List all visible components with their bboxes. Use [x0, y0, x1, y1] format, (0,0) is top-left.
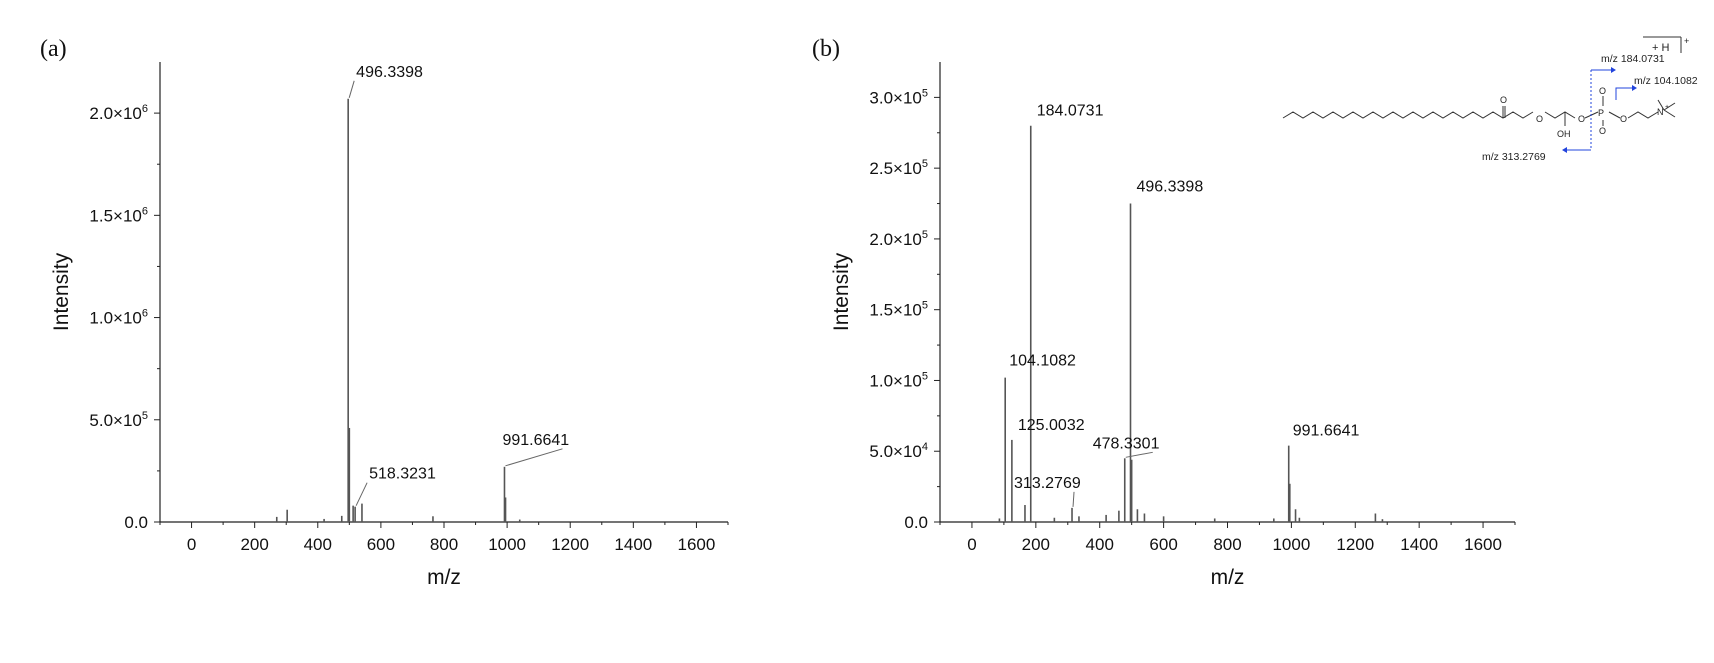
peak-label: 496.3398	[356, 64, 423, 81]
adduct-charge: +	[1684, 36, 1689, 46]
structure-p: P	[1598, 108, 1604, 118]
y-tick-label: 1.5×105	[869, 300, 928, 320]
x-tick-label: 400	[1086, 535, 1114, 554]
acyl-chain	[1282, 111, 1534, 119]
methyl-3	[1657, 99, 1665, 111]
fragment-arrowhead-313	[1562, 147, 1567, 153]
y-tick-label: 0.0	[904, 513, 928, 532]
x-tick-label: 0	[967, 535, 976, 554]
fragment-arrow-104	[1615, 87, 1632, 100]
choline-chain	[1627, 111, 1659, 119]
x-axis-label: m/z	[427, 566, 461, 589]
structure-o-top: O	[1599, 86, 1606, 96]
peak-label-leader	[348, 80, 355, 98]
peak-label: 991.6641	[1293, 423, 1360, 440]
peak-label: 104.1082	[1009, 353, 1076, 370]
peak-label: 496.3398	[1136, 179, 1203, 196]
y-tick-label: 2.5×105	[869, 158, 928, 178]
y-tick-label: 1.5×106	[89, 205, 148, 225]
lysopc-structure-diagram	[1282, 36, 1682, 153]
fragment-label-104: m/z 104.1082	[1634, 75, 1698, 87]
x-tick-label: 1200	[1336, 535, 1374, 554]
panel-b-letter: (b)	[812, 36, 840, 62]
peak-label: 313.2769	[1014, 475, 1081, 492]
peak-label-leader	[1125, 451, 1153, 458]
peak-label: 125.0032	[1018, 417, 1085, 434]
y-tick-label: 5.0×104	[869, 441, 928, 461]
x-tick-label: 1600	[1464, 535, 1502, 554]
structure-o-bottom: O	[1599, 126, 1606, 136]
peak-label-leader	[505, 448, 563, 467]
fragment-arrowhead-104	[1632, 85, 1637, 91]
fragment-label-184: m/z 184.0731	[1601, 53, 1665, 65]
x-tick-label: 1400	[1400, 535, 1438, 554]
x-tick-label: 1600	[678, 535, 716, 554]
glycerol-backbone	[1544, 111, 1576, 119]
peak-label: 518.3231	[369, 466, 436, 483]
y-tick-label: 2.0×105	[869, 229, 928, 249]
x-tick-label: 600	[367, 535, 395, 554]
x-tick-label: 0	[187, 535, 196, 554]
y-tick-label: 1.0×105	[869, 370, 928, 390]
y-tick-label: 3.0×105	[869, 87, 928, 107]
methyl-1	[1663, 102, 1676, 111]
chart-b-msms-spectrum: 0 200 400 600 800 1000 1200 1400 1600 0.0 5.0×104 1…	[830, 62, 1516, 589]
methyl-2	[1663, 109, 1676, 118]
y-tick-label: 5.0×105	[89, 410, 148, 430]
x-tick-label: 600	[1149, 535, 1177, 554]
peak-label-leader	[1072, 491, 1075, 507]
structure-o-glycerol: O	[1578, 114, 1585, 124]
x-tick-label: 200	[240, 535, 268, 554]
x-tick-label: 1000	[488, 535, 526, 554]
x-tick-label: 1000	[1272, 535, 1310, 554]
peak-label: 991.6641	[502, 432, 569, 449]
y-tick-label: 1.0×106	[89, 308, 148, 328]
structure-text: O O O OH P O O O N + m/z 184.0731 m/z 10…	[1482, 36, 1698, 163]
fragment-label-313: m/z 313.2769	[1482, 151, 1546, 163]
structure-oh: OH	[1557, 129, 1571, 139]
x-tick-label: 800	[1213, 535, 1241, 554]
panel-a-letter: (a)	[40, 36, 67, 62]
adduct-label: + H	[1652, 42, 1669, 54]
y-tick-label: 2.0×106	[89, 103, 148, 123]
y-axis-label: Intensity	[830, 252, 853, 331]
structure-o-carbonyl: O	[1500, 95, 1507, 105]
chart-a-mass-spectrum: 0 200 400 600 800 1000 1200 1400 1600 0.0 5.0×105 1…	[50, 62, 729, 589]
fragment-arrowhead-184	[1611, 67, 1616, 73]
x-tick-label: 1200	[551, 535, 589, 554]
peak-label: 478.3301	[1093, 435, 1160, 452]
y-axis-label: Intensity	[50, 252, 73, 331]
x-tick-label: 400	[304, 535, 332, 554]
peak-label: 184.0731	[1037, 103, 1104, 120]
x-tick-label: 200	[1022, 535, 1050, 554]
x-tick-label: 800	[430, 535, 458, 554]
y-tick-label: 0.0	[124, 513, 148, 532]
structure-o-ester: O	[1536, 114, 1543, 124]
peak-label-leader	[355, 482, 368, 506]
x-axis-label: m/z	[1211, 566, 1245, 589]
structure-o-right: O	[1620, 114, 1627, 124]
x-tick-label: 1400	[614, 535, 652, 554]
structure-n-charge: +	[1665, 104, 1669, 111]
phosphate-bond-right	[1608, 111, 1621, 119]
structure-n: N	[1657, 107, 1664, 117]
